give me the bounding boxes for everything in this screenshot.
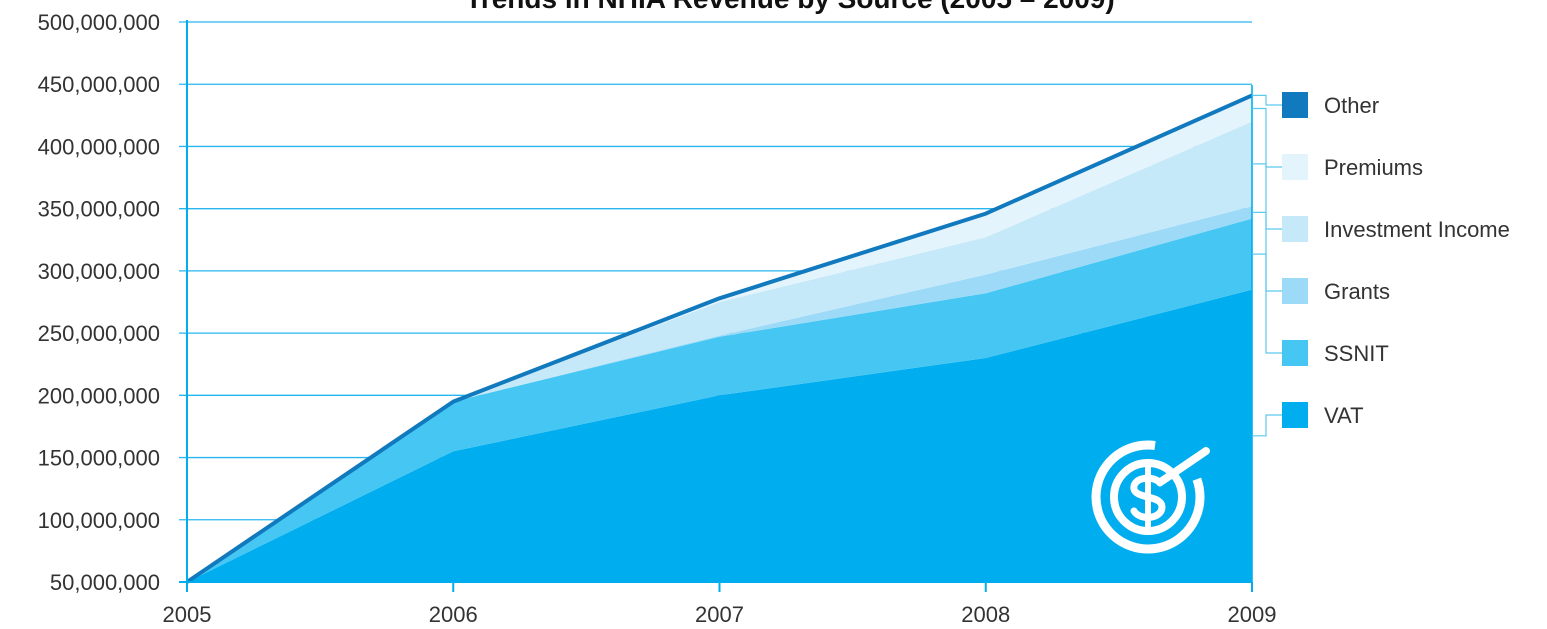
legend-swatch xyxy=(1282,216,1308,242)
area-ssnit xyxy=(187,218,1252,582)
chart-title: Trends in NHIA Revenue by Source (2005 –… xyxy=(465,0,1114,14)
y-tick-label: 200,000,000 xyxy=(38,383,160,408)
coin-pointer xyxy=(1158,447,1210,485)
dollar-coin-icon xyxy=(1091,440,1210,554)
axes: 50,000,000 100,000,000 150,000,000 200,000,… xyxy=(38,10,1277,627)
legend-leader-line xyxy=(1252,107,1282,168)
y-tick-label: 50,000,000 xyxy=(50,570,160,595)
x-tick-label: 2008 xyxy=(961,602,1010,627)
y-tick-label: 100,000,000 xyxy=(38,508,160,533)
area-premiums xyxy=(187,95,1252,583)
legend-swatch xyxy=(1282,340,1308,366)
legend-leader-line xyxy=(1252,253,1282,354)
legend: Other Premiums Investment Income Grants SSNI… xyxy=(1252,92,1510,437)
legend-label: VAT xyxy=(1324,403,1364,428)
legend-swatch xyxy=(1282,278,1308,304)
y-tick-label: 500,000,000 xyxy=(38,10,160,35)
y-tick-label: 400,000,000 xyxy=(38,134,160,159)
legend-label: Investment Income xyxy=(1324,217,1510,242)
legend-leader-line xyxy=(1252,163,1282,230)
y-tick-label: 350,000,000 xyxy=(38,197,160,222)
coin-outer-ring xyxy=(1091,440,1205,554)
y-tick-label: 450,000,000 xyxy=(38,72,160,97)
x-tick-label: 2006 xyxy=(429,602,478,627)
legend-swatch xyxy=(1282,92,1308,118)
legend-leader-line xyxy=(1252,211,1282,292)
legend-swatch xyxy=(1282,402,1308,428)
x-tick-label: 2005 xyxy=(163,602,212,627)
y-tick-label: 300,000,000 xyxy=(38,259,160,284)
legend-label: Other xyxy=(1324,93,1379,118)
series-line-other xyxy=(185,93,1253,584)
legend-label: Grants xyxy=(1324,279,1390,304)
y-tick-label: 150,000,000 xyxy=(38,446,160,471)
x-tick-label: 2009 xyxy=(1228,602,1277,627)
legend-label: Premiums xyxy=(1324,155,1423,180)
x-tick-label: 2007 xyxy=(695,602,744,627)
plot-areas xyxy=(185,93,1253,584)
legend-leader-line xyxy=(1252,94,1282,106)
area-vat xyxy=(187,289,1252,582)
legend-swatch xyxy=(1282,154,1308,180)
legend-label: SSNIT xyxy=(1324,341,1389,366)
area-grants xyxy=(187,206,1252,582)
coin-inner-ring xyxy=(1110,459,1186,535)
y-tick-label: 250,000,000 xyxy=(38,321,160,346)
legend-leader-line xyxy=(1252,414,1282,437)
